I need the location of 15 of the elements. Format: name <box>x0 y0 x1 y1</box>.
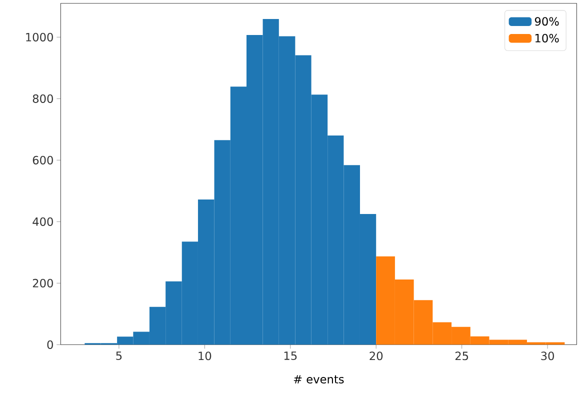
x-tick-label: 15 <box>284 352 297 360</box>
x-tick-label: 5 <box>116 352 122 360</box>
y-tick-label: 800 <box>32 94 53 103</box>
x-tick-label: 20 <box>370 352 383 360</box>
x-tick-label: 10 <box>198 352 212 360</box>
x-tick-label: 30 <box>541 352 554 360</box>
x-tick-label: 25 <box>455 352 468 360</box>
y-tick-label: 1000 <box>26 32 53 42</box>
y-tick-label: 600 <box>32 156 53 164</box>
x-axis-title: # events <box>294 375 344 384</box>
y-tick-label: 0 <box>47 340 53 349</box>
y-tick-label: 200 <box>32 278 53 288</box>
legend-label: 90% <box>534 17 559 26</box>
legend-label: 10% <box>535 34 559 42</box>
y-tick-label: 400 <box>32 217 53 226</box>
